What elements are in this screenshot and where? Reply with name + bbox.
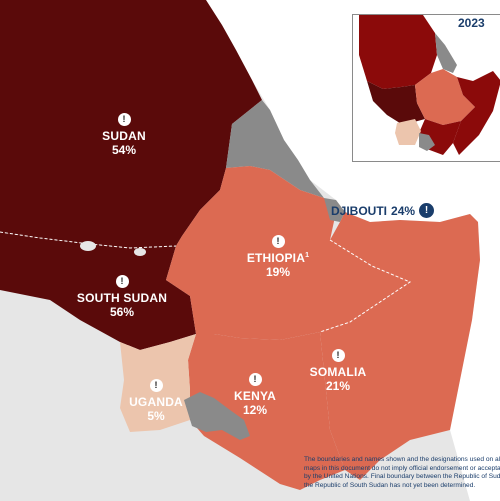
disclaimer-line: by the United Nations. Final boundary be… [304, 473, 500, 481]
eritrea-shape [226, 100, 324, 198]
inset-map-graphic [359, 15, 500, 155]
country-value: 24% [391, 203, 416, 218]
border-ethiopia-somalia [319, 239, 412, 333]
inset-somalia [453, 71, 500, 155]
country-name: SOMALIA [309, 365, 367, 379]
inset-lake-victoria [419, 133, 435, 151]
label-sudan: ! SUDAN 54% [94, 108, 154, 158]
lake-tana [134, 248, 146, 256]
info-icon: ! [115, 275, 129, 288]
info-icon: ! [248, 373, 262, 386]
sudan-shape [0, 0, 262, 248]
country-value: 12% [242, 403, 268, 418]
label-kenya: ! KENYA 12% [228, 368, 282, 418]
country-value: 5% [147, 409, 165, 424]
country-value: 56% [109, 305, 135, 320]
somalia-shape [320, 212, 480, 480]
country-name: SUDAN [102, 129, 146, 143]
inset-south-sudan [367, 81, 425, 125]
lake-south-sudan [80, 241, 96, 251]
country-value: 21% [325, 379, 351, 394]
info-icon: ! [419, 203, 435, 218]
south-sudan-shape [0, 232, 196, 350]
disclaimer-line: The boundaries and names shown and the d… [304, 456, 500, 463]
map-disclaimer: The boundaries and names shown and the d… [304, 456, 500, 490]
inset-sudan [359, 15, 437, 89]
country-name: UGANDA [129, 395, 183, 409]
inset-ethiopia [415, 69, 475, 125]
country-name: SOUTH SUDAN [76, 291, 168, 305]
lake-victoria [184, 392, 250, 440]
label-somalia: ! SOMALIA 21% [306, 344, 370, 394]
label-uganda: ! UGANDA 5% [124, 374, 188, 424]
country-name: DJIBOUTI [331, 203, 388, 218]
country-name: KENYA [234, 389, 276, 403]
info-icon: ! [271, 235, 285, 248]
kenya-shape [188, 332, 345, 490]
inset-year: 2023 [458, 16, 485, 30]
inset-eritrea [435, 33, 457, 73]
info-icon: ! [117, 113, 131, 126]
footnote-marker: 1 [305, 252, 310, 259]
ethiopia-shape [166, 166, 410, 340]
country-value: 54% [111, 143, 137, 158]
djibouti-shape [324, 198, 345, 222]
country-value: 19% [265, 265, 291, 280]
disclaimer-line: the Republic of South Sudan has not yet … [304, 481, 476, 489]
label-south-sudan: ! SOUTH SUDAN 56% [70, 270, 174, 320]
info-icon: ! [331, 349, 345, 362]
inset-uganda [395, 119, 421, 145]
inset-map [352, 14, 500, 162]
label-ethiopia: ! ETHIOPIA1 19% [240, 230, 316, 280]
disclaimer-line: maps in this document do not imply offic… [304, 464, 500, 472]
label-djibouti: DJIBOUTI 24% ! [331, 203, 435, 218]
country-name: ETHIOPIA1 [246, 251, 310, 265]
info-icon: ! [149, 379, 163, 392]
